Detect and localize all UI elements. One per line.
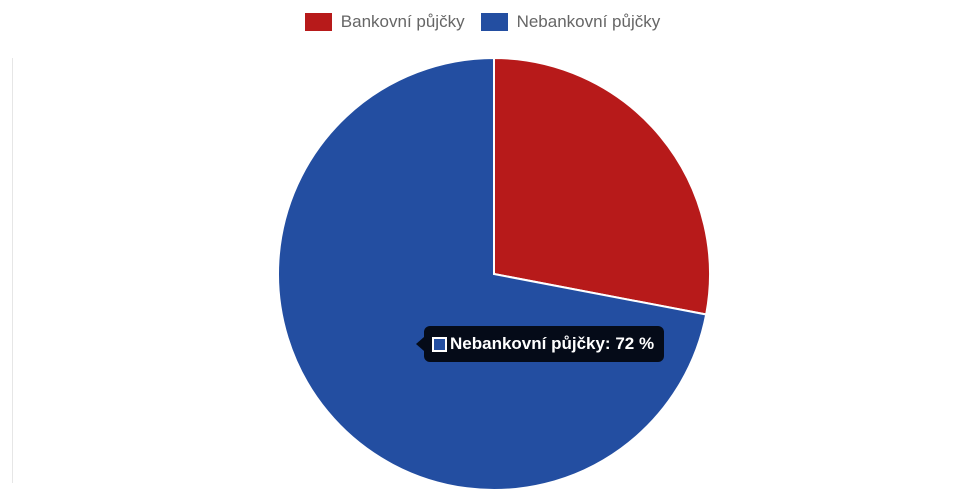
tooltip-text: Nebankovní půjčky: 72 % bbox=[450, 334, 655, 353]
tooltip: Nebankovní půjčky: 72 % bbox=[416, 326, 665, 362]
pie-slice-bankovni[interactable] bbox=[493, 56, 711, 316]
legend-label-nebankovni: Nebankovní půjčky bbox=[516, 12, 661, 31]
legend-swatch-bankovni bbox=[304, 13, 332, 31]
legend-label-bankovni: Bankovní půjčky bbox=[340, 12, 465, 31]
legend-swatch-nebankovni bbox=[480, 13, 508, 31]
pie-slice-nebankovni[interactable] bbox=[277, 56, 708, 490]
tooltip-caret bbox=[416, 337, 424, 351]
legend-item-nebankovni[interactable]: Nebankovní půjčky bbox=[480, 12, 661, 32]
chart-legend: Bankovní půjčky Nebankovní půjčky bbox=[0, 12, 965, 32]
legend-item-bankovni[interactable]: Bankovní půjčky bbox=[304, 12, 465, 32]
tooltip-color-swatch bbox=[432, 336, 447, 352]
chart-left-border bbox=[12, 58, 13, 483]
